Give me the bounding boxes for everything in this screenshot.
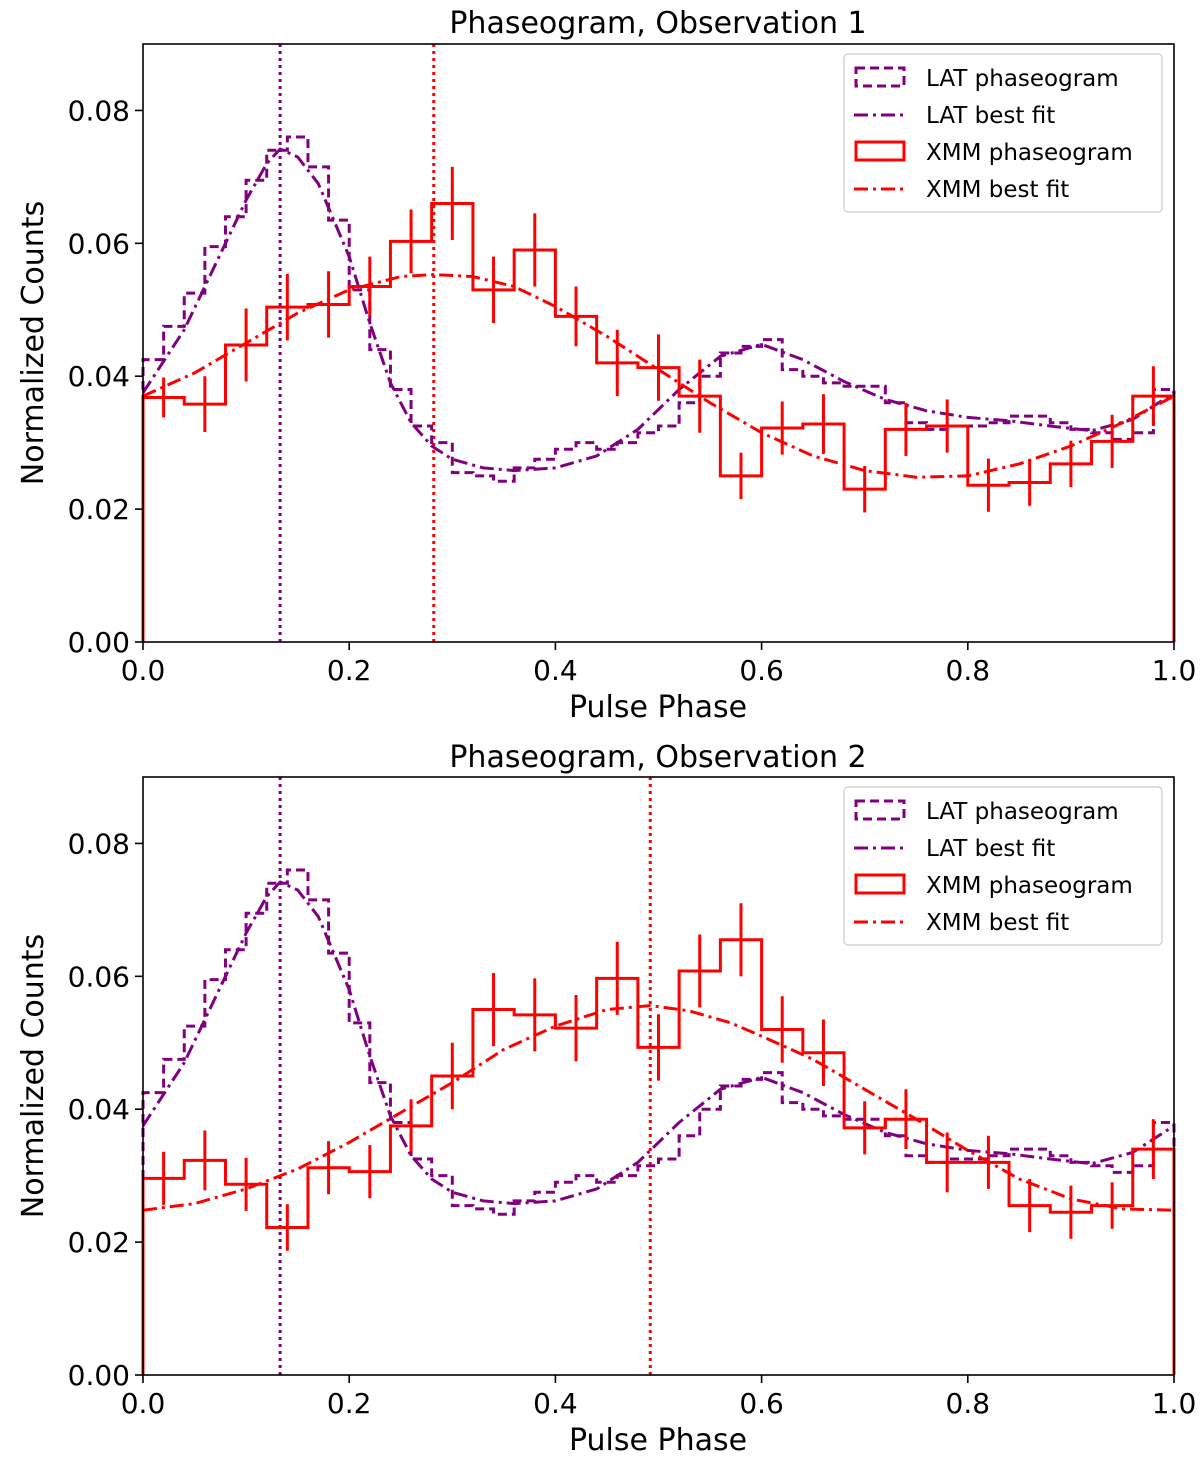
legend-box [843, 53, 1163, 213]
legend-label: LAT phaseogram [926, 799, 1119, 825]
x-tick-label: 0.2 [327, 654, 372, 687]
chart-title: Phaseogram, Observation 2 [449, 740, 866, 775]
y-tick-label: 0.04 [68, 360, 130, 393]
legend-label: LAT phaseogram [926, 66, 1119, 92]
x-tick-label: 1.0 [1152, 654, 1197, 687]
lat-best-fit-line [141, 880, 1175, 1206]
legend-box [843, 786, 1163, 946]
x-axis-label: Pulse Phase [569, 690, 747, 725]
x-tick-label: 0.8 [946, 654, 991, 687]
xmm-best-fit-line [142, 1004, 1175, 1212]
legend-label: LAT best fit [926, 103, 1055, 129]
y-tick-label: 0.04 [68, 1093, 130, 1126]
legend: LAT phaseogram LAT best fit XMM phaseogram… [843, 786, 1163, 946]
lat-phaseogram-histogram [141, 868, 1176, 1375]
legend-label: XMM phaseogram [926, 140, 1133, 166]
x-tick-label: 0.8 [946, 1387, 991, 1420]
x-tick-label: 0.2 [327, 1387, 372, 1420]
y-axis-label: Normalized Counts [16, 934, 51, 1218]
legend-swatch [854, 799, 906, 821]
x-tick-label: 0.6 [739, 1387, 784, 1420]
plot-area [141, 44, 1176, 642]
x-tick-label: 1.0 [1152, 1387, 1197, 1420]
y-axis-label: Normalized Counts [16, 201, 51, 485]
plot-area [141, 777, 1176, 1375]
legend-swatch [854, 66, 906, 88]
axes-frame [142, 776, 1175, 1376]
x-tick-label: 0.6 [739, 654, 784, 687]
legend-label: XMM best fit [926, 910, 1069, 936]
x-tick-label: 0.0 [121, 1387, 166, 1420]
y-tick-label: 0.02 [68, 493, 130, 526]
chart-title: Phaseogram, Observation 1 [449, 6, 866, 41]
x-tick-label: 0.4 [533, 654, 578, 687]
y-tick-label: 0.06 [68, 227, 130, 260]
axis-ticks: 0.0 0.2 0.4 0.6 0.8 1.0 0.00 0.02 0.04 0.06 0.08 [68, 94, 1197, 687]
y-tick-label: 0.08 [68, 827, 130, 860]
lat-best-fit-line [141, 147, 1175, 473]
panel-observation-2: Phaseogram, Observation 2 0.0 0.2 0.4 0.6 0.… [16, 740, 1196, 1458]
axis-ticks: 0.0 0.2 0.4 0.6 0.8 1.0 0.00 0.02 0.04 0.06 0.08 [68, 827, 1197, 1420]
axes-frame [142, 43, 1175, 643]
legend-swatch [854, 140, 906, 162]
legend-swatch [854, 873, 906, 895]
xmm-phaseogram-histogram [141, 201, 1176, 642]
lat-phaseogram-histogram [141, 135, 1176, 642]
xmm-phaseogram-histogram [141, 938, 1176, 1375]
y-tick-label: 0.02 [68, 1226, 130, 1259]
panel-observation-1: Phaseogram, Observation 1 0.0 0.2 0.4 0.6 0.… [16, 6, 1196, 725]
x-tick-label: 0.0 [121, 654, 166, 687]
x-tick-label: 0.4 [533, 1387, 578, 1420]
legend-label: XMM best fit [926, 177, 1069, 203]
legend-label: XMM phaseogram [926, 873, 1133, 899]
legend: LAT phaseogram LAT best fit XMM phaseogram… [843, 53, 1163, 213]
y-tick-label: 0.06 [68, 960, 130, 993]
xmm-best-fit-line [142, 273, 1175, 479]
y-tick-label: 0.08 [68, 94, 130, 127]
legend-label: LAT best fit [926, 836, 1055, 862]
x-axis-label: Pulse Phase [569, 1423, 747, 1458]
y-tick-label: 0.00 [68, 1359, 130, 1392]
y-tick-label: 0.00 [68, 626, 130, 659]
